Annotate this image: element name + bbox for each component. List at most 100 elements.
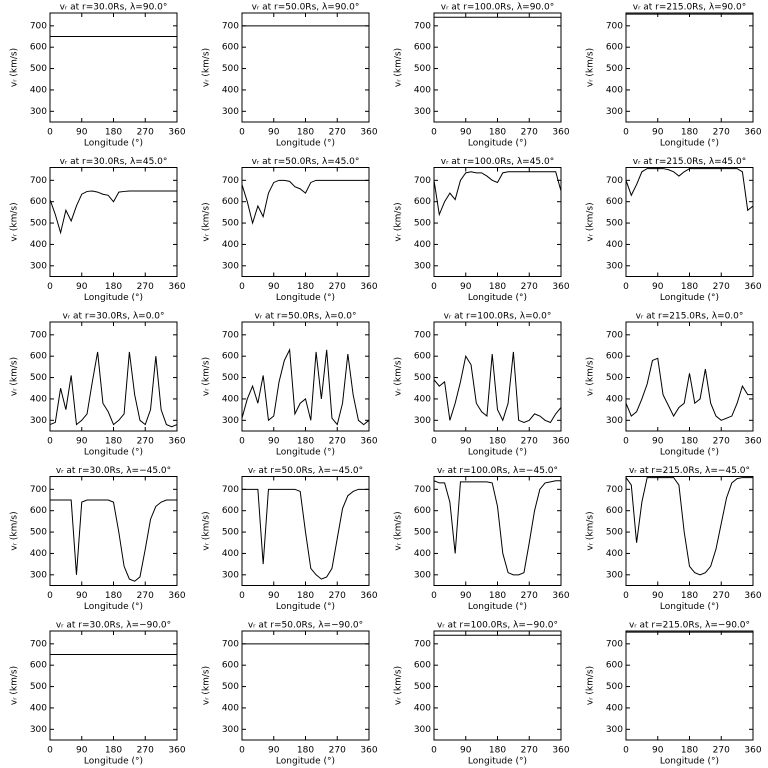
y-tick-label: 500 (606, 528, 623, 538)
y-tick-label: 700 (30, 176, 47, 186)
y-axis-label: vᵣ (km/s) (394, 48, 404, 87)
x-axis-label: Longitude (°) (660, 602, 719, 612)
y-tick-label: 600 (414, 352, 431, 362)
chart-title: vᵣ at r=50.0Rs, λ=−90.0° (248, 621, 363, 631)
x-tick-label: 90 (460, 128, 472, 138)
y-tick-label: 700 (414, 176, 431, 186)
x-tick-label: 180 (105, 282, 122, 292)
y-axis-label: vᵣ (km/s) (10, 666, 20, 705)
y-tick-label: 500 (30, 373, 47, 383)
plot-frame (625, 321, 754, 432)
y-tick-label: 600 (222, 43, 239, 53)
x-axis-label: Longitude (°) (468, 602, 527, 612)
x-tick-label: 360 (168, 591, 185, 601)
x-tick-label: 270 (137, 746, 154, 756)
y-tick-label: 600 (222, 506, 239, 516)
x-tick-label: 270 (713, 437, 730, 447)
y-tick-label: 500 (414, 64, 431, 74)
data-line (625, 477, 753, 576)
x-tick-label: 90 (268, 128, 280, 138)
x-axis-label: Longitude (°) (276, 602, 335, 612)
y-tick-label: 700 (30, 21, 47, 31)
x-tick-label: 360 (744, 282, 761, 292)
x-tick-label: 0 (47, 746, 53, 756)
x-tick-label: 180 (105, 746, 122, 756)
data-line (433, 480, 561, 576)
x-tick-label: 360 (744, 128, 761, 138)
y-tick-label: 300 (414, 725, 431, 735)
x-tick-label: 0 (623, 746, 629, 756)
y-tick-label: 300 (606, 570, 623, 580)
x-tick-label: 0 (623, 437, 629, 447)
y-tick-label: 300 (30, 107, 47, 117)
y-axis-label: vᵣ (km/s) (202, 357, 212, 396)
y-tick-label: 600 (30, 661, 47, 671)
y-tick-label: 700 (30, 639, 47, 649)
x-tick-label: 90 (76, 437, 88, 447)
x-tick-label: 360 (360, 282, 377, 292)
plot-frame (625, 12, 754, 123)
y-tick-label: 600 (414, 661, 431, 671)
x-tick-label: 180 (297, 128, 314, 138)
y-tick-label: 700 (414, 21, 431, 31)
y-tick-label: 400 (414, 703, 431, 713)
y-tick-label: 500 (414, 373, 431, 383)
plot-frame (49, 630, 178, 741)
y-tick-label: 300 (414, 416, 431, 426)
x-tick-label: 270 (329, 282, 346, 292)
x-tick-label: 0 (239, 128, 245, 138)
y-axis-label: vᵣ (km/s) (10, 48, 20, 87)
x-tick-label: 270 (521, 591, 538, 601)
x-tick-label: 0 (431, 128, 437, 138)
chart-title: vᵣ at r=50.0Rs, λ=45.0° (252, 157, 360, 167)
y-axis-label: vᵣ (km/s) (394, 202, 404, 241)
x-tick-label: 360 (360, 591, 377, 601)
plot-frame (241, 12, 370, 123)
x-tick-label: 90 (76, 128, 88, 138)
y-tick-label: 400 (222, 85, 239, 95)
y-tick-label: 400 (606, 240, 623, 250)
y-tick-label: 600 (222, 661, 239, 671)
plot-frame (241, 630, 370, 741)
y-tick-label: 400 (30, 240, 47, 250)
x-tick-label: 180 (297, 437, 314, 447)
x-tick-label: 0 (239, 437, 245, 447)
chart-title: vᵣ at r=50.0Rs, λ=0.0° (254, 312, 356, 322)
data-line (241, 347, 370, 426)
x-tick-label: 180 (681, 591, 698, 601)
x-tick-label: 0 (47, 591, 53, 601)
y-tick-label: 300 (606, 416, 623, 426)
data-line (433, 171, 562, 217)
x-tick-label: 180 (297, 746, 314, 756)
x-tick-label: 90 (652, 282, 664, 292)
y-axis-label: vᵣ (km/s) (394, 511, 404, 550)
y-axis-label: vᵣ (km/s) (202, 48, 212, 87)
x-tick-label: 180 (681, 746, 698, 756)
y-tick-label: 300 (606, 261, 623, 271)
x-tick-label: 270 (521, 128, 538, 138)
y-tick-label: 300 (414, 261, 431, 271)
y-tick-label: 500 (30, 682, 47, 692)
x-axis-label: Longitude (°) (84, 757, 143, 767)
y-tick-label: 400 (414, 394, 431, 404)
y-tick-label: 300 (30, 570, 47, 580)
chart-title: vᵣ at r=100.0Rs, λ=45.0° (441, 157, 555, 167)
x-tick-label: 90 (652, 437, 664, 447)
x-tick-label: 360 (360, 128, 377, 138)
y-tick-label: 700 (414, 330, 431, 340)
x-axis-label: Longitude (°) (276, 293, 335, 303)
y-tick-label: 300 (606, 725, 623, 735)
y-tick-label: 700 (606, 21, 623, 31)
data-line (242, 488, 369, 580)
x-tick-label: 270 (137, 128, 154, 138)
x-tick-label: 270 (137, 591, 154, 601)
x-tick-label: 360 (552, 746, 569, 756)
y-tick-label: 500 (30, 219, 47, 229)
data-line (49, 351, 178, 428)
y-tick-label: 600 (30, 352, 47, 362)
x-tick-label: 90 (460, 746, 472, 756)
x-axis-label: Longitude (°) (276, 757, 335, 767)
x-tick-label: 270 (713, 746, 730, 756)
data-line (241, 179, 369, 225)
